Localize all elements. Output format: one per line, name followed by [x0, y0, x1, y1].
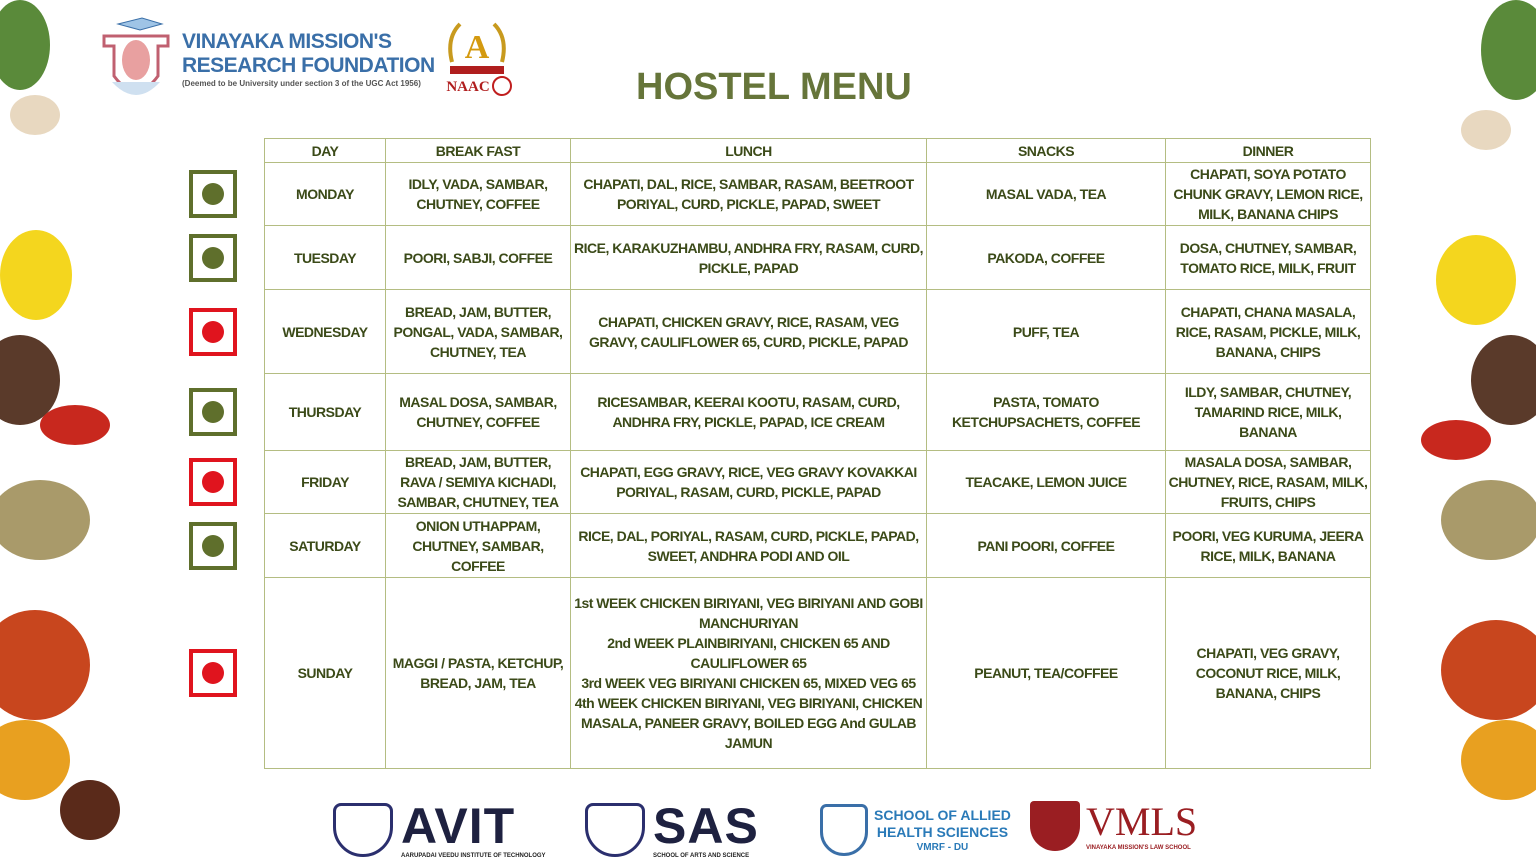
day-cell: MONDAY	[264, 162, 386, 226]
snacks-cell: PASTA, TOMATO KETCHUPSACHETS, COFFEE	[926, 373, 1166, 451]
snacks-cell: TEACAKE, LEMON JUICE	[926, 450, 1166, 514]
allied-health-logo: SCHOOL OF ALLIED HEALTH SCIENCES VMRF - …	[820, 804, 1011, 856]
lunch-cell: RICE, KARAKUZHAMBU, ANDHRA FRY, RASAM, C…	[570, 225, 927, 290]
lunch-week-line: 4th WEEK CHICKEN BIRIYANI, VEG BIRIYANI,…	[574, 695, 923, 751]
spices-decoration-left	[0, 0, 120, 864]
sas-crest-icon	[585, 803, 645, 857]
breakfast-cell: MASAL DOSA, SAMBAR, CHUTNEY, COFFEE	[385, 373, 571, 451]
header-lunch: LUNCH	[570, 138, 927, 163]
header-breakfast: BREAK FAST	[385, 138, 571, 163]
org-subtitle: (Deemed to be University under section 3…	[182, 79, 421, 88]
sas-subtitle: SCHOOL OF ARTS AND SCIENCE	[653, 853, 750, 859]
snacks-cell: PANI POORI, COFFEE	[926, 513, 1166, 578]
veg-indicator-icon	[189, 522, 237, 570]
day-cell: FRIDAY	[264, 450, 386, 514]
org-name-line1: VINAYAKA MISSION'S	[182, 30, 392, 53]
page-title: HOSTEL MENU	[636, 66, 912, 108]
day-cell: TUESDAY	[264, 225, 386, 290]
veg-indicator-icon	[189, 170, 237, 218]
avit-name: AVIT	[401, 798, 516, 854]
table-row-friday: FRIDAY BREAD, JAM, BUTTER, RAVA / SEMIYA …	[264, 450, 1371, 514]
snacks-cell: PUFF, TEA	[926, 289, 1166, 374]
dinner-cell: CHAPATI, SOYA POTATO CHUNK GRAVY, LEMON …	[1165, 162, 1371, 226]
org-name: VINAYAKA MISSION'S RESEARCH FOUNDATION (…	[182, 30, 435, 89]
indicator-dot	[202, 535, 224, 557]
dinner-cell: ILDY, SAMBAR, CHUTNEY, TAMARIND RICE, MI…	[1165, 373, 1371, 451]
sas-name: SAS	[653, 798, 759, 854]
table-header-row: DAY BREAK FAST LUNCH SNACKS DINNER	[264, 138, 1371, 163]
spices-decoration-right	[1421, 0, 1536, 864]
veg-indicator-icon	[189, 388, 237, 436]
indicator-dot	[202, 662, 224, 684]
lunch-week-line: 1st WEEK CHICKEN BIRIYANI, VEG BIRIYANI …	[574, 595, 923, 631]
breakfast-cell: ONION UTHAPPAM, CHUTNEY, SAMBAR, COFFEE	[385, 513, 571, 578]
day-cell: THURSDAY	[264, 373, 386, 451]
dinner-cell: DOSA, CHUTNEY, SAMBAR, TOMATO RICE, MILK…	[1165, 225, 1371, 290]
allied-health-line3: VMRF - DU	[916, 841, 969, 853]
dinner-cell: POORI, VEG KURUMA, JEERA RICE, MILK, BAN…	[1165, 513, 1371, 578]
avit-subtitle: AARUPADAI VEEDU INSTITUTE OF TECHNOLOGY	[401, 853, 546, 859]
dinner-cell: CHAPATI, CHANA MASALA, RICE, RASAM, PICK…	[1165, 289, 1371, 374]
lunch-week-line: 2nd WEEK PLAINBIRIYANI, CHICKEN 65 AND C…	[607, 635, 890, 671]
vmls-logo: VMLS VINAYAKA MISSION'S LAW SCHOOL	[1030, 800, 1197, 852]
indicator-dot	[202, 401, 224, 423]
footer-logos: AVIT AARUPADAI VEEDU INSTITUTE OF TECHNO…	[0, 800, 1536, 860]
allied-health-line2: HEALTH SCIENCES	[876, 823, 1009, 840]
day-cell: SUNDAY	[264, 577, 386, 769]
allied-health-line1: SCHOOL OF ALLIED	[874, 806, 1011, 823]
breakfast-cell: POORI, SABJI, COFFEE	[385, 225, 571, 290]
breakfast-cell: BREAD, JAM, BUTTER, RAVA / SEMIYA KICHAD…	[385, 450, 571, 514]
breakfast-cell: MAGGI / PASTA, KETCHUP, BREAD, JAM, TEA	[385, 577, 571, 769]
vmls-name: VMLS	[1086, 799, 1198, 844]
lunch-cell: CHAPATI, EGG GRAVY, RICE, VEG GRAVY KOVA…	[570, 450, 927, 514]
veg-indicator-icon	[189, 234, 237, 282]
nonveg-indicator-icon	[189, 308, 237, 356]
vmrf-emblem-logo	[98, 16, 174, 104]
indicator-dot	[202, 321, 224, 343]
breakfast-cell: BREAD, JAM, BUTTER, PONGAL, VADA, SAMBAR…	[385, 289, 571, 374]
lunch-cell: RICESAMBAR, KEERAI KOOTU, RASAM, CURD, A…	[570, 373, 927, 451]
snacks-cell: PAKODA, COFFEE	[926, 225, 1166, 290]
header-snacks: SNACKS	[926, 138, 1166, 163]
table-row-tuesday: TUESDAY POORI, SABJI, COFFEE RICE, KARAKUZ…	[264, 225, 1371, 290]
snacks-cell: PEANUT, TEA/COFFEE	[926, 577, 1166, 769]
dinner-cell: MASALA DOSA, SAMBAR, CHUTNEY, RICE, RASA…	[1165, 450, 1371, 514]
lunch-cell: CHAPATI, CHICKEN GRAVY, RICE, RASAM, VEG…	[570, 289, 927, 374]
indicator-dot	[202, 471, 224, 493]
vmls-subtitle: VINAYAKA MISSION'S LAW SCHOOL	[1086, 845, 1191, 851]
table-row-sunday: SUNDAY MAGGI / PASTA, KETCHUP, BREAD, JAM…	[264, 577, 1371, 769]
lunch-cell: RICE, DAL, PORIYAL, RASAM, CURD, PICKLE,…	[570, 513, 927, 578]
table-row-wednesday: WEDNESDAY BREAD, JAM, BUTTER, PONGAL, VAD…	[264, 289, 1371, 374]
menu-table: DAY BREAK FAST LUNCH SNACKS DINNER MONDA…	[264, 138, 1371, 769]
day-cell: WEDNESDAY	[264, 289, 386, 374]
lunch-cell: 1st WEEK CHICKEN BIRIYANI, VEG BIRIYANI …	[570, 577, 927, 769]
nonveg-indicator-icon	[189, 458, 237, 506]
indicator-dot	[202, 183, 224, 205]
naac-logo: A NAAC	[440, 18, 514, 102]
table-row-monday: MONDAY IDLY, VADA, SAMBAR, CHUTNEY, COFFE…	[264, 162, 1371, 226]
day-cell: SATURDAY	[264, 513, 386, 578]
lunch-cell: CHAPATI, DAL, RICE, SAMBAR, RASAM, BEETR…	[570, 162, 927, 226]
breakfast-cell: IDLY, VADA, SAMBAR, CHUTNEY, COFFEE	[385, 162, 571, 226]
org-name-line2: RESEARCH FOUNDATION	[182, 54, 435, 77]
svg-text:A: A	[465, 29, 490, 66]
indicator-dot	[202, 247, 224, 269]
snacks-cell: MASAL VADA, TEA	[926, 162, 1166, 226]
svg-text:NAAC: NAAC	[446, 79, 489, 95]
lunch-week-line: 3rd WEEK VEG BIRIYANI CHICKEN 65, MIXED …	[581, 675, 916, 691]
avit-crest-icon	[333, 803, 393, 857]
table-row-saturday: SATURDAY ONION UTHAPPAM, CHUTNEY, SAMBAR,…	[264, 513, 1371, 578]
vmls-crest-icon	[1030, 801, 1080, 851]
dinner-cell: CHAPATI, VEG GRAVY, COCONUT RICE, MILK, …	[1165, 577, 1371, 769]
table-row-thursday: THURSDAY MASAL DOSA, SAMBAR, CHUTNEY, COF…	[264, 373, 1371, 451]
header-dinner: DINNER	[1165, 138, 1371, 163]
avit-logo: AVIT AARUPADAI VEEDU INSTITUTE OF TECHNO…	[333, 800, 546, 860]
nonveg-indicator-icon	[189, 649, 237, 697]
sas-logo: SAS SCHOOL OF ARTS AND SCIENCE	[585, 800, 759, 860]
header-day: DAY	[264, 138, 386, 163]
allied-health-crest-icon	[820, 804, 868, 856]
